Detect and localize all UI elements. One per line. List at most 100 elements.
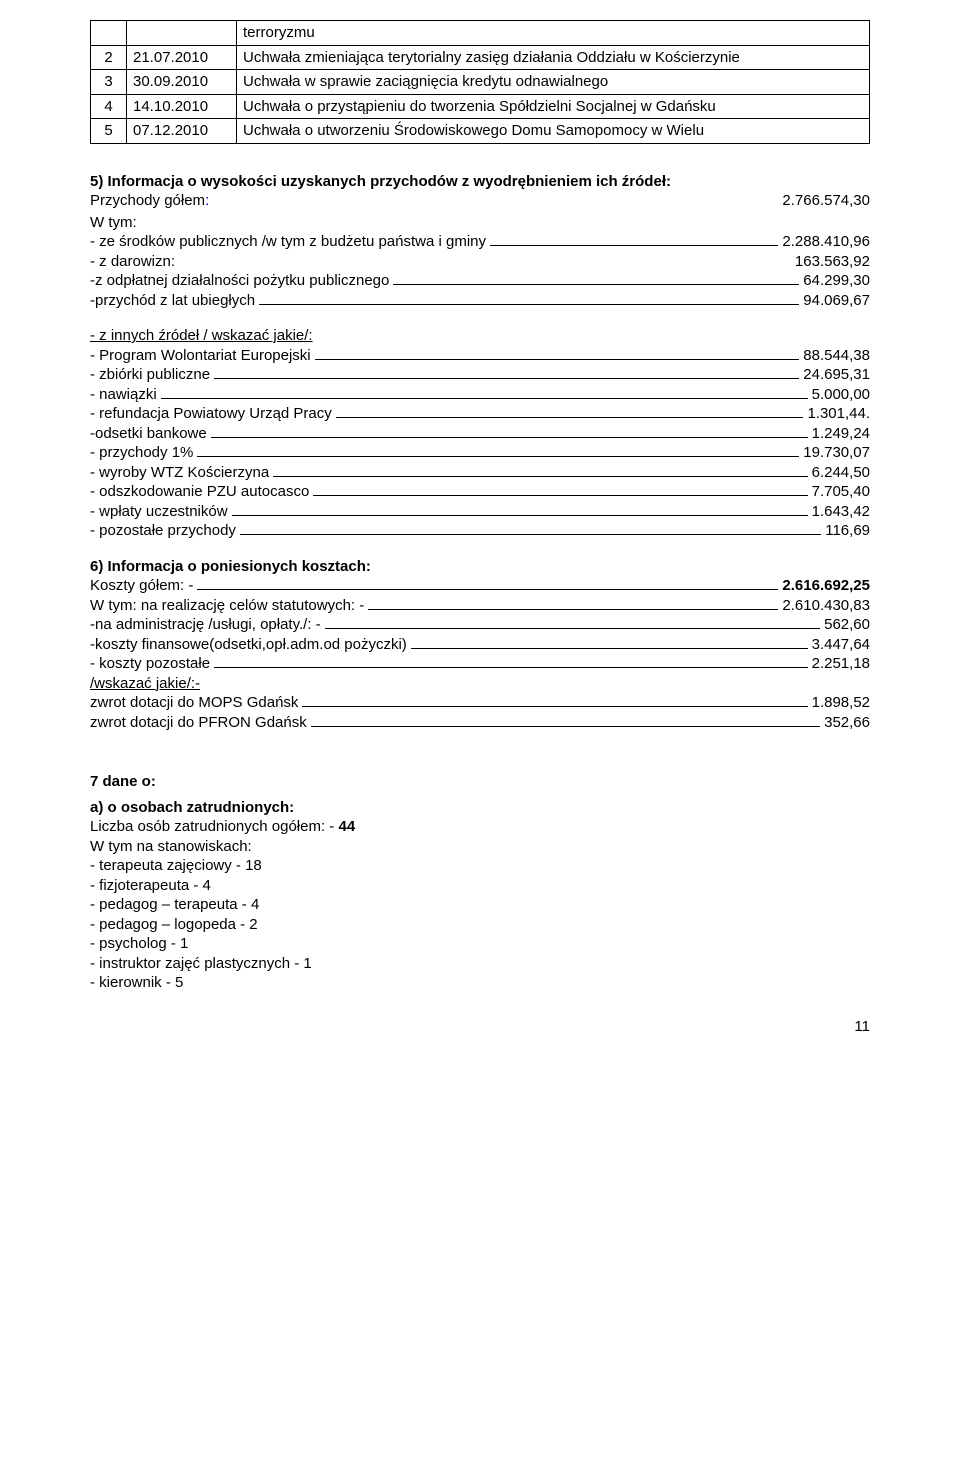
prior-years-line: -przychód z lat ubiegłych 94.069,67 [90,291,870,311]
income-total-value: 2.766.574,30 [782,191,870,211]
row-num: 5 [91,119,127,144]
row-num: 2 [91,45,127,70]
statutory-value: 2.610.430,83 [782,596,870,616]
row-date: 21.07.2010 [127,45,237,70]
row-num: 3 [91,70,127,95]
other-source-label: - nawiązki [90,385,157,405]
admin-value: 562,60 [824,615,870,635]
w-tym-label: W tym: [90,213,870,233]
income-total-label: Przychody gółem: [90,191,209,211]
costs-total-line: Koszty gółem: -2.616.692,25 [90,576,870,596]
other-source-value: 116,69 [825,521,870,541]
donations-value: 163.563,92 [795,252,870,272]
table-row: 2 21.07.2010 Uchwała zmieniająca terytor… [91,45,870,70]
prior-years-label: -przychód z lat ubiegłych [90,291,255,311]
other-source-value: 19.730,07 [803,443,870,463]
section-5-title: 5) Informacja o wysokości uzyskanych prz… [90,172,870,192]
colon: : [205,192,209,209]
row-date: 14.10.2010 [127,94,237,119]
other-source-label: - pozostałe przychody [90,521,236,541]
other-source-line: -odsetki bankowe 1.249,24 [90,424,870,444]
other-source-line: - wyroby WTZ Kościerzyna 6.244,50 [90,463,870,483]
row-desc: Uchwała zmieniająca terytorialny zasięg … [237,45,870,70]
resolutions-table: terroryzmu 2 21.07.2010 Uchwała zmieniaj… [90,20,870,144]
paid-activity-line: -z odpłatnej działalności pożytku public… [90,271,870,291]
other-source-value: 5.000,00 [812,385,870,405]
other-source-line: - odszkodowanie PZU autocasco 7.705,40 [90,482,870,502]
paid-activity-value: 64.299,30 [803,271,870,291]
row-date: 07.12.2010 [127,119,237,144]
section-6: 6) Informacja o poniesionych kosztach: K… [90,557,870,733]
other-source-value: 24.695,31 [803,365,870,385]
position-line: - kierownik - 5 [90,973,870,993]
statutory-label: W tym: na realizację celów statutowych: … [90,596,364,616]
row-num [91,21,127,46]
position-line: - pedagog – logopeda - 2 [90,915,870,935]
table-row: 4 14.10.2010 Uchwała o przystąpieniu do … [91,94,870,119]
row-desc: terroryzmu [237,21,870,46]
row-date [127,21,237,46]
mops-label: zwrot dotacji do MOPS Gdańsk [90,693,298,713]
row-desc: Uchwała o przystąpieniu do tworzenia Spó… [237,94,870,119]
positions-heading: W tym na stanowiskach: [90,837,870,857]
income-total-line: Przychody gółem: 2.766.574,30 [90,191,870,211]
statutory-line: W tym: na realizację celów statutowych: … [90,596,870,616]
position-line: - pedagog – terapeuta - 4 [90,895,870,915]
admin-label: -na administrację /usługi, opłaty./: - [90,615,321,635]
public-funds-value: 2.288.410,96 [782,232,870,252]
public-funds-label: - ze środków publicznych /w tym z budżet… [90,232,486,252]
other-source-label: -odsetki bankowe [90,424,207,444]
table-row: terroryzmu [91,21,870,46]
other-source-label: - Program Wolontariat Europejski [90,346,311,366]
pfron-line: zwrot dotacji do PFRON Gdańsk 352,66 [90,713,870,733]
costs-total-label: Koszty gółem: - [90,576,193,596]
other-source-value: 1.249,24 [812,424,870,444]
other-source-label: - zbiórki publiczne [90,365,210,385]
fin-costs-label: -koszty finansowe(odsetki,opł.adm.od poż… [90,635,407,655]
row-date: 30.09.2010 [127,70,237,95]
other-source-line: - przychody 1% 19.730,07 [90,443,870,463]
mops-line: zwrot dotacji do MOPS Gdańsk 1.898,52 [90,693,870,713]
other-sources-heading: - z innych źródeł / wskazać jakie/: [90,326,870,346]
other-source-label: - wpłaty uczestników [90,502,228,522]
pfron-label: zwrot dotacji do PFRON Gdańsk [90,713,307,733]
other-source-value: 88.544,38 [803,346,870,366]
other-costs-line: - koszty pozostałe 2.251,18 [90,654,870,674]
other-source-label: - refundacja Powiatowy Urząd Pracy [90,404,332,424]
position-line: - psycholog - 1 [90,934,870,954]
fin-costs-line: -koszty finansowe(odsetki,opł.adm.od poż… [90,635,870,655]
row-num: 4 [91,94,127,119]
other-source-label: - wyroby WTZ Kościerzyna [90,463,269,483]
indicate-label: /wskazać jakie/:- [90,674,870,694]
public-funds-line: - ze środków publicznych /w tym z budżet… [90,232,870,252]
table-row: 3 30.09.2010 Uchwała w sprawie zaciągnię… [91,70,870,95]
other-costs-label: - koszty pozostałe [90,654,210,674]
pfron-value: 352,66 [824,713,870,733]
section-7: 7 dane o: a) o osobach zatrudnionych: Li… [90,772,870,993]
row-desc: Uchwała w sprawie zaciągnięcia kredytu o… [237,70,870,95]
prior-years-value: 94.069,67 [803,291,870,311]
admin-line: -na administrację /usługi, opłaty./: - 56… [90,615,870,635]
other-source-value: 1.301,44. [807,404,870,424]
employee-count-line: Liczba osób zatrudnionych ogółem: - 44 [90,817,870,837]
position-line: - instruktor zajęć plastycznych - 1 [90,954,870,974]
paid-activity-label: -z odpłatnej działalności pożytku public… [90,271,389,291]
section-7-title: 7 dane o: [90,772,870,792]
page-number: 11 [90,1017,870,1037]
other-source-value: 7.705,40 [812,482,870,502]
section-5-other-sources: - z innych źródeł / wskazać jakie/: - Pr… [90,326,870,541]
section-7a-title: a) o osobach zatrudnionych: [90,798,870,818]
fin-costs-value: 3.447,64 [812,635,870,655]
other-costs-value: 2.251,18 [812,654,870,674]
other-source-label: - przychody 1% [90,443,193,463]
other-source-value: 6.244,50 [812,463,870,483]
other-source-line: - wpłaty uczestników 1.643,42 [90,502,870,522]
other-source-line: - Program Wolontariat Europejski 88.544,3… [90,346,870,366]
donations-line: - z darowizn: 163.563,92 [90,252,870,272]
other-source-label: - odszkodowanie PZU autocasco [90,482,309,502]
mops-value: 1.898,52 [812,693,870,713]
employee-count-value: 44 [338,818,355,835]
table-row: 5 07.12.2010 Uchwała o utworzeniu Środow… [91,119,870,144]
other-source-value: 1.643,42 [812,502,870,522]
other-source-line: - nawiązki 5.000,00 [90,385,870,405]
